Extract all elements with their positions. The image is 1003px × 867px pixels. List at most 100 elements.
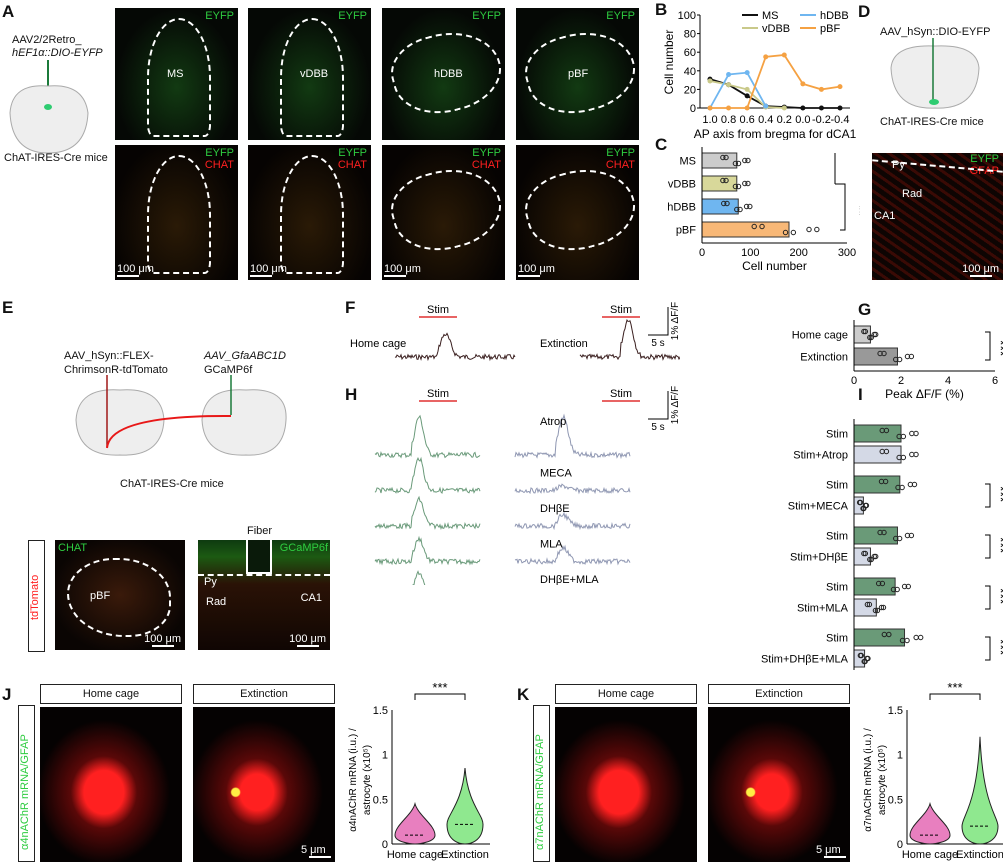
data-point (878, 604, 885, 611)
region-label: vDBB (300, 68, 329, 80)
data-point (814, 226, 820, 233)
y-tick-label: 0 (897, 839, 903, 851)
data-point (883, 427, 890, 434)
data-point (723, 177, 729, 184)
category-label: Stim (826, 480, 848, 492)
x-tick-label: 0 (851, 375, 857, 387)
scale-y-label: 1% ΔF/F (670, 386, 680, 424)
violin-chart-j: 0 0.5 1 1.5 α4nAChR mRNA (i.u.) / astrocyte (… (348, 680, 490, 861)
x-tick-label: 300 (838, 247, 856, 259)
data-point (894, 586, 900, 593)
trace-stim (374, 414, 481, 459)
fluorescence-traces: Stim Stim Home cage Extinction 1% ΔF/F 5 s Sti… (350, 302, 680, 585)
a-micrograph-hdbb: EYFP hDBB (382, 8, 505, 140)
bar-Extinction (853, 347, 898, 366)
data-point (873, 331, 879, 338)
trace-MECA (514, 483, 631, 495)
data-point-pBF (707, 105, 713, 111)
brain-schematic-d (890, 38, 980, 109)
data-point (790, 229, 797, 236)
stim-label: Stim (427, 388, 449, 400)
category-label: Stim+MECA (788, 501, 849, 513)
region-label: hDBB (434, 68, 463, 80)
data-point (732, 183, 739, 190)
drug-label: MLA (540, 539, 563, 551)
bar-Stim+DHβE (853, 547, 871, 566)
bar-Stim+DHβE+MLA (853, 649, 866, 668)
y-tick-label: 60 (684, 47, 696, 59)
data-point (720, 177, 726, 184)
violin-chart-k: 0 0.5 1 1.5 α7nAChR mRNA (i.u.) / astrocyte (… (863, 680, 1003, 861)
series-line-pBF (710, 54, 841, 109)
data-point (751, 223, 757, 230)
data-point (865, 655, 871, 662)
panel-label-b: B (655, 0, 668, 19)
panel-label-a: A (2, 2, 15, 21)
x-axis-label: Cell number (742, 259, 807, 273)
k-ylabel: α7nAChR mRNA/GFAP (534, 734, 546, 850)
x-tick-label: 0.2 (777, 114, 792, 126)
region-label: pBF (568, 68, 589, 80)
data-point-pBF (726, 105, 732, 111)
significance-stars: ** (852, 205, 860, 216)
y-tick-label: 80 (684, 29, 696, 41)
legend-label: pBF (820, 23, 840, 35)
data-point (759, 223, 765, 230)
x-tick-label: Home cage (387, 849, 443, 861)
eyfp-label: EYFP (472, 147, 501, 159)
tdtomato-label: tdTomato (29, 574, 41, 620)
ca1-label: CA1 (874, 210, 896, 222)
data-point (866, 601, 873, 608)
panel-label-d: D (858, 2, 871, 21)
a-micrograph-ms-merge: EYFP CHAT 100 μm (115, 145, 238, 280)
e-mice: ChAT-IRES-Cre mice (120, 478, 224, 490)
violin-Extinction (446, 768, 484, 845)
data-point (742, 157, 748, 164)
data-point-MS (837, 105, 843, 111)
x-tick-label: 0.6 (739, 114, 754, 126)
data-point (913, 451, 919, 458)
eyfp-label: EYFP (338, 147, 367, 159)
data-point-MS (744, 93, 750, 99)
violin-Extinction (961, 736, 999, 845)
data-point (899, 484, 905, 491)
d-virus: AAV_hSyn::DIO-EYFP (880, 26, 991, 38)
data-point (745, 180, 751, 187)
scale-bar: 100 μm (962, 263, 999, 277)
bar-Stim (853, 424, 902, 443)
bar-Stim+MECA (853, 496, 864, 515)
series-line-hDBB (709, 71, 767, 109)
trace-stim (374, 456, 481, 494)
stim-label: Stim (427, 304, 449, 316)
e-virus2-2: GCaMP6f (204, 364, 253, 376)
data-point (862, 658, 868, 665)
bar-Stim+Atrop (853, 445, 902, 464)
data-point (732, 160, 739, 167)
panel-label-j: J (2, 685, 12, 704)
eyfp-label: EYFP (205, 147, 234, 159)
violin-Home cage (394, 801, 436, 845)
data-point (881, 529, 887, 536)
drug-label: DHβE (540, 503, 570, 515)
y-tick-label: 1.5 (888, 705, 903, 717)
trace-MLA (514, 544, 631, 566)
x-tick-label: Extinction (956, 849, 1003, 861)
x-tick-label: 0.4 (758, 114, 773, 126)
data-point-pBF (837, 84, 843, 90)
significance-stars: *** (993, 486, 1003, 503)
stim-label: Stim (610, 304, 632, 316)
scale-bar: 100 μm (117, 263, 154, 277)
significance-bracket (985, 534, 991, 559)
data-point (723, 154, 729, 161)
trace-label-home: Home cage (350, 338, 406, 350)
d-mice: ChAT-IRES-Cre mice (880, 116, 984, 128)
data-point (881, 350, 887, 357)
significance-bracket (985, 585, 991, 610)
data-point-vDBB (726, 82, 732, 88)
data-point (737, 206, 743, 213)
category-label: pBF (676, 225, 696, 237)
data-point-MS (818, 105, 824, 111)
data-point (872, 607, 879, 614)
a-micrograph-vdbb: EYFP vDBB (248, 8, 371, 140)
